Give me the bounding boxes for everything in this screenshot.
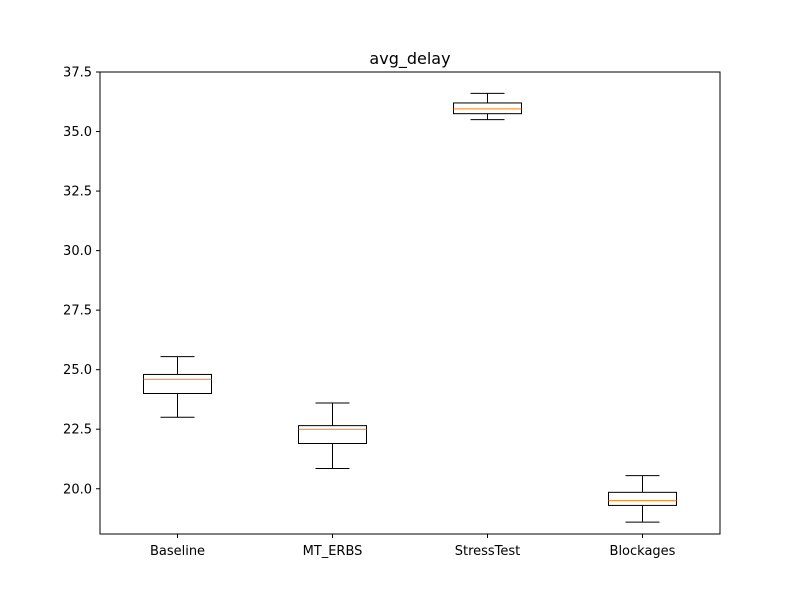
box-mt-erbs: [298, 402, 367, 470]
plot-frame: [99, 71, 721, 535]
y-tick-label: 35.0: [63, 125, 92, 140]
box-blockages: [608, 475, 677, 523]
x-tick-label: MT_ERBS: [303, 544, 363, 559]
y-axis: 20.0 22.5 25.0 27.5 30.0 32.5 35.0 37.5: [63, 66, 100, 497]
y-tick-label: 32.5: [63, 185, 92, 200]
box-baseline: [143, 356, 212, 418]
x-tick-label: Blockages: [610, 544, 676, 559]
box-iqr: [608, 491, 677, 506]
y-tick-label: 37.5: [63, 66, 92, 81]
y-tick-label: 20.0: [63, 482, 92, 497]
x-tick-label: StressTest: [455, 544, 521, 559]
box-stresstest: [453, 92, 522, 121]
y-tick-label: 25.0: [63, 363, 92, 378]
box-iqr: [143, 373, 212, 394]
x-axis: Baseline MT_ERBS StressTest Blockages: [150, 534, 676, 559]
y-tick-label: 22.5: [63, 423, 92, 438]
y-tick-label: 30.0: [63, 244, 92, 259]
box-series: [143, 92, 677, 523]
y-tick-label: 27.5: [63, 304, 92, 319]
box-iqr: [298, 425, 367, 445]
chart-title: avg_delay: [369, 49, 450, 69]
x-tick-label: Baseline: [150, 544, 205, 559]
box-iqr: [453, 102, 522, 115]
